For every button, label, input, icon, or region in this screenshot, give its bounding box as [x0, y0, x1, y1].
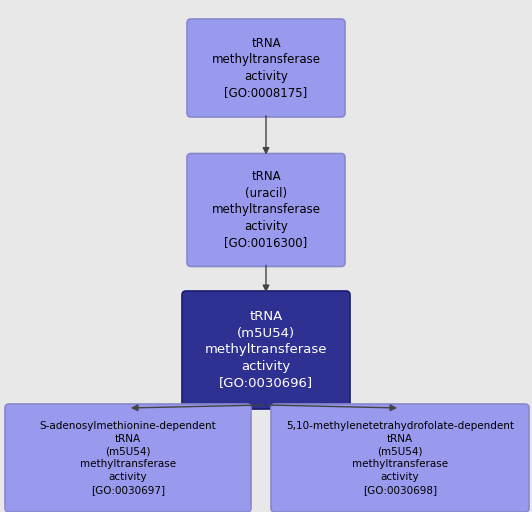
Text: tRNA
(m5U54)
methyltransferase
activity
[GO:0030696]: tRNA (m5U54) methyltransferase activity … — [205, 310, 327, 390]
Text: tRNA
(uracil)
methyltransferase
activity
[GO:0016300]: tRNA (uracil) methyltransferase activity… — [212, 170, 320, 249]
FancyBboxPatch shape — [187, 19, 345, 117]
FancyBboxPatch shape — [5, 404, 251, 512]
FancyBboxPatch shape — [271, 404, 529, 512]
Text: S-adenosylmethionine-dependent
tRNA
(m5U54)
methyltransferase
activity
[GO:00306: S-adenosylmethionine-dependent tRNA (m5U… — [39, 421, 217, 495]
FancyBboxPatch shape — [182, 291, 350, 409]
Text: 5,10-methylenetetrahydrofolate-dependent
tRNA
(m5U54)
methyltransferase
activity: 5,10-methylenetetrahydrofolate-dependent… — [286, 421, 514, 495]
FancyBboxPatch shape — [187, 154, 345, 267]
Text: tRNA
methyltransferase
activity
[GO:0008175]: tRNA methyltransferase activity [GO:0008… — [212, 37, 320, 99]
